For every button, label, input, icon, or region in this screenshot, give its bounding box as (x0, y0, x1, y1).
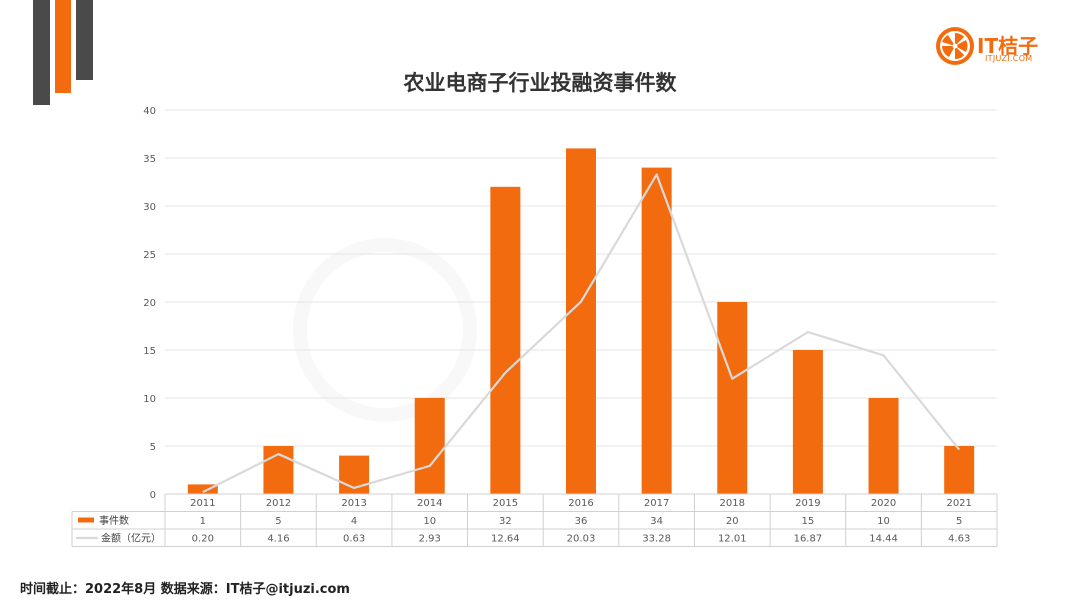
x-tick-label: 2013 (341, 498, 366, 509)
data-label: 10 (877, 516, 890, 527)
data-label: 12.64 (491, 534, 520, 545)
x-tick-label: 2015 (493, 498, 518, 509)
bar (944, 446, 975, 494)
data-label: 32 (499, 516, 512, 527)
x-tick-label: 2020 (871, 498, 896, 509)
bar (641, 167, 672, 494)
bar (414, 398, 445, 494)
x-tick-label: 2019 (795, 498, 820, 509)
data-label: 0.20 (192, 534, 214, 545)
data-label: 20.03 (567, 534, 596, 545)
bar (187, 484, 218, 494)
data-label: 0.63 (343, 534, 365, 545)
legend-label-line: 金额（亿元） (101, 532, 161, 545)
y-tick-label: 35 (143, 154, 156, 165)
bar (792, 350, 823, 494)
orange-slice-icon (936, 27, 974, 65)
x-tick-label: 2014 (417, 498, 442, 509)
data-label: 33.28 (642, 534, 671, 545)
data-label: 34 (650, 516, 663, 527)
data-label: 5 (275, 516, 281, 527)
legend-label-bar: 事件数 (99, 514, 129, 527)
x-tick-label: 2011 (190, 498, 215, 509)
legend-key-bar (78, 517, 94, 523)
line-series (202, 173, 961, 494)
data-label: 10 (423, 516, 436, 527)
data-label: 2.93 (419, 534, 441, 545)
logo-text: IT桔子 (977, 34, 1039, 58)
data-label: 12.01 (718, 534, 747, 545)
x-tick-label: 2017 (644, 498, 669, 509)
x-tick-label: 2012 (266, 498, 291, 509)
data-label: 4 (351, 516, 357, 527)
data-label: 14.44 (869, 534, 898, 545)
data-label: 5 (956, 516, 962, 527)
x-tick-label: 2016 (568, 498, 593, 509)
data-label: 36 (575, 516, 588, 527)
decor-bar-orange (55, 0, 71, 93)
y-tick-label: 40 (143, 106, 156, 117)
decor-bar-dark-1 (33, 0, 50, 105)
chart-title: 农业电商子行业投融资事件数 (403, 71, 677, 95)
data-label: 15 (802, 516, 815, 527)
watermark-logo (293, 238, 477, 422)
data-label: 4.16 (267, 534, 289, 545)
data-label: 16.87 (794, 534, 823, 545)
bar (490, 186, 521, 495)
logo-subtext: ITJUZI.COM (985, 54, 1033, 63)
decor-bar-dark-2 (76, 0, 93, 80)
y-tick-label: 15 (143, 346, 156, 357)
y-tick-label: 25 (143, 250, 156, 261)
itjuzi-logo: IT桔子 ITJUZI.COM (935, 26, 1055, 68)
source-footnote: 时间截止：2022年8月 数据来源：IT桔子@itjuzi.com (20, 582, 350, 597)
y-tick-label: 30 (143, 202, 156, 213)
y-tick-label: 20 (143, 298, 156, 309)
bar (717, 302, 748, 494)
data-label: 20 (726, 516, 739, 527)
y-tick-label: 0 (150, 490, 156, 501)
data-label: 4.63 (948, 534, 970, 545)
y-tick-label: 5 (150, 442, 156, 453)
bar (566, 148, 596, 494)
x-tick-label: 2018 (720, 498, 745, 509)
data-label: 1 (200, 516, 206, 527)
x-tick-label: 2021 (946, 498, 971, 509)
y-tick-label: 10 (143, 394, 156, 405)
bar (868, 398, 899, 494)
